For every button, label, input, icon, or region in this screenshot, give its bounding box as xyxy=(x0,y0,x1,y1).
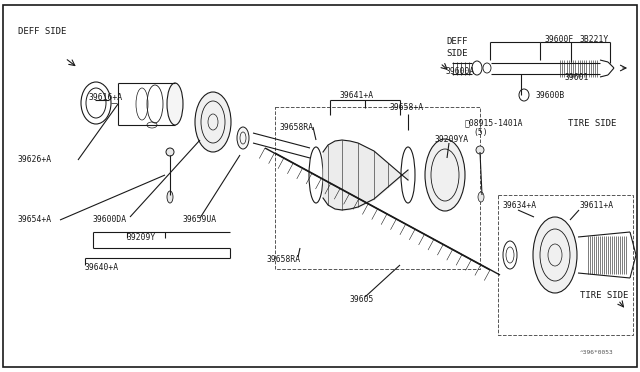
Text: 39605: 39605 xyxy=(350,295,374,305)
Text: 39658RA: 39658RA xyxy=(267,256,301,264)
Text: 39634+A: 39634+A xyxy=(503,201,537,209)
Text: (5): (5) xyxy=(473,128,488,138)
Text: 39654+A: 39654+A xyxy=(18,215,52,224)
Text: Ⓦ08915-1401A: Ⓦ08915-1401A xyxy=(465,119,524,128)
Ellipse shape xyxy=(478,192,484,202)
Ellipse shape xyxy=(167,191,173,203)
Text: 39601: 39601 xyxy=(565,74,589,83)
Ellipse shape xyxy=(195,92,231,152)
Text: 39209YA: 39209YA xyxy=(435,135,469,144)
Bar xyxy=(275,107,480,269)
Text: 39659UA: 39659UA xyxy=(183,215,217,224)
Text: 39641+A: 39641+A xyxy=(340,90,374,99)
Text: 39640+A: 39640+A xyxy=(85,263,119,273)
Ellipse shape xyxy=(533,217,577,293)
Text: DEFF SIDE: DEFF SIDE xyxy=(18,28,67,36)
Text: 39209Y: 39209Y xyxy=(127,234,156,243)
Text: TIRE SIDE: TIRE SIDE xyxy=(568,119,616,128)
Text: 39658+A: 39658+A xyxy=(390,103,424,112)
Ellipse shape xyxy=(166,148,174,156)
Ellipse shape xyxy=(237,127,249,149)
Text: 39600A: 39600A xyxy=(446,67,476,77)
Text: DEFF: DEFF xyxy=(446,38,467,46)
Text: ^396*0053: ^396*0053 xyxy=(580,350,614,355)
Text: 39600B: 39600B xyxy=(536,90,565,99)
Text: SIDE: SIDE xyxy=(446,49,467,58)
Text: TIRE SIDE: TIRE SIDE xyxy=(580,291,628,299)
Ellipse shape xyxy=(476,146,484,154)
Text: 39658RA: 39658RA xyxy=(280,122,314,131)
Text: 39611+A: 39611+A xyxy=(580,201,614,209)
Text: 39626+A: 39626+A xyxy=(18,155,52,164)
Text: 3B221Y: 3B221Y xyxy=(580,35,609,45)
Ellipse shape xyxy=(167,83,183,125)
Text: 39600F: 39600F xyxy=(545,35,574,45)
Ellipse shape xyxy=(425,139,465,211)
Text: 39600DA: 39600DA xyxy=(93,215,127,224)
Text: 39616+A: 39616+A xyxy=(89,93,123,102)
Bar xyxy=(498,195,633,335)
